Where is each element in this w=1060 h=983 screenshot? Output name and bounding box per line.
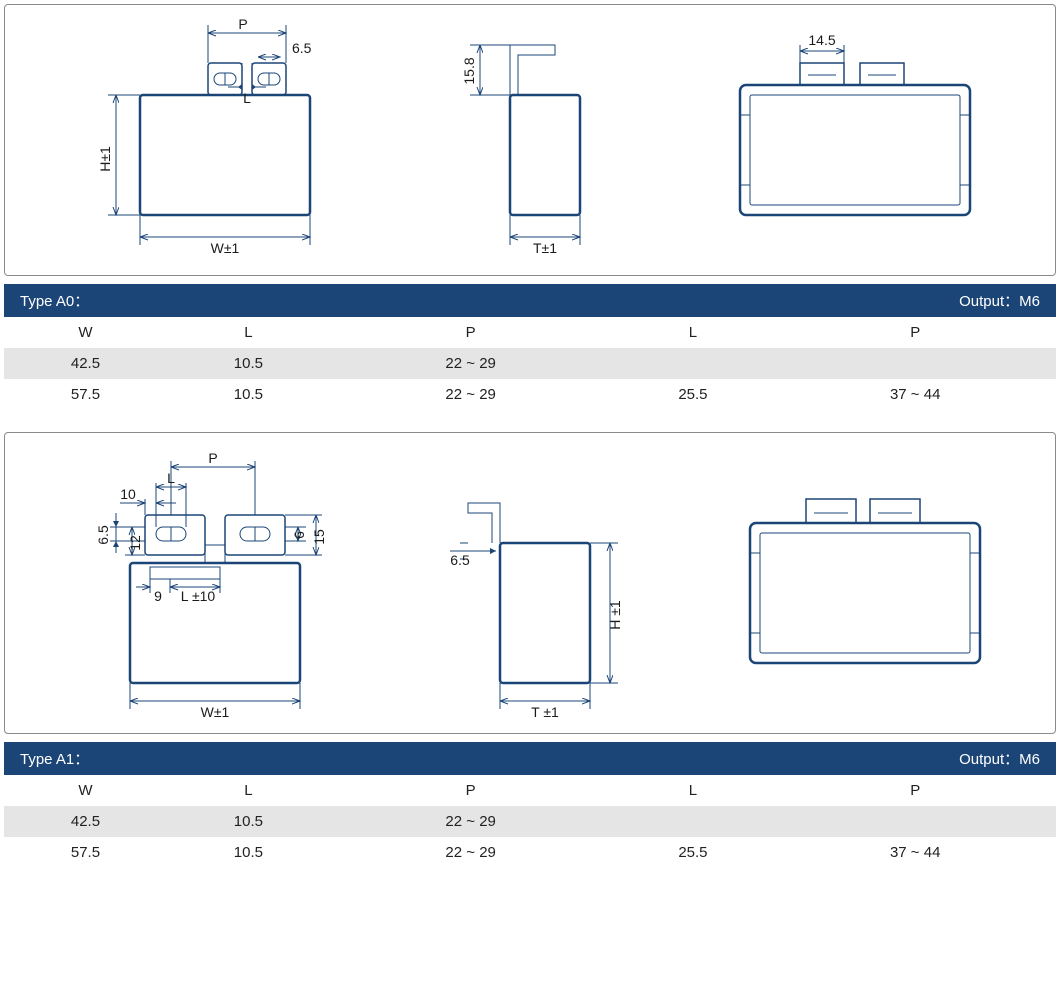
dim-6-5: 6.5: [292, 40, 312, 56]
table-cell: [774, 348, 1056, 379]
a1-dim-l: L: [167, 470, 175, 486]
bar-a0: Type A0： Output：M6: [4, 284, 1056, 317]
dim-h: H±1: [97, 146, 113, 172]
table-cell: 10.5: [167, 379, 330, 410]
table-cell: 25.5: [611, 379, 774, 410]
table-cell: 37 ~ 44: [774, 837, 1056, 868]
diagram-panel-a0: P 6.5 L H±1 W±1: [4, 4, 1056, 276]
a1-side-6-5: 6.5: [450, 552, 470, 568]
table-a0-body: 42.510.522 ~ 2957.510.522 ~ 2925.537 ~ 4…: [4, 348, 1056, 410]
table-cell: 22 ~ 29: [330, 837, 612, 868]
table-cell: 10.5: [167, 348, 330, 379]
table-cell: 25.5: [611, 837, 774, 868]
table-col: L: [611, 317, 774, 348]
table-cell: 57.5: [4, 379, 167, 410]
table-cell: 42.5: [4, 348, 167, 379]
table-cell: 22 ~ 29: [330, 348, 612, 379]
a1-dim-l10: L ±10: [181, 588, 216, 604]
output-label-a0: Output：M6: [959, 290, 1040, 311]
table-cell: 10.5: [167, 806, 330, 837]
bar-a1: Type A1： Output：M6: [4, 742, 1056, 775]
dim-p: P: [238, 16, 247, 32]
a1-side-t: T ±1: [531, 704, 559, 720]
table-col: L: [611, 775, 774, 806]
table-cell: 22 ~ 29: [330, 379, 612, 410]
a0-top-view: 14.5: [700, 15, 1000, 265]
a1-dim-6-5: 6.5: [95, 525, 111, 545]
dim-l: L: [243, 90, 251, 106]
output-label-a1: Output：M6: [959, 748, 1040, 769]
a1-side-view: 6.5 H ±1 T ±1: [400, 443, 660, 723]
table-col: L: [167, 317, 330, 348]
a0-side-view: 15.8 T±1: [410, 15, 630, 265]
dim-t: T±1: [533, 240, 557, 256]
table-cell: 22 ~ 29: [330, 806, 612, 837]
a1-dim-p: P: [208, 450, 217, 466]
table-row: 57.510.522 ~ 2925.537 ~ 44: [4, 379, 1056, 410]
table-col: P: [330, 317, 612, 348]
table-cell: [611, 806, 774, 837]
dim-w: W±1: [211, 240, 240, 256]
table-cell: 37 ~ 44: [774, 379, 1056, 410]
type-label-a1: Type A1：: [20, 748, 89, 769]
table-cell: 57.5: [4, 837, 167, 868]
a1-top-view: [710, 443, 1010, 723]
type-label-a0: Type A0：: [20, 290, 89, 311]
table-a1-head: WLPLP: [4, 775, 1056, 806]
table-col: P: [774, 317, 1056, 348]
a1-dim-15: 15: [311, 529, 327, 545]
table-cell: 42.5: [4, 806, 167, 837]
a1-dim-12: 12: [127, 535, 143, 551]
table-row: 42.510.522 ~ 29: [4, 348, 1056, 379]
table-col: P: [330, 775, 612, 806]
table-cell: 10.5: [167, 837, 330, 868]
a1-side-h: H ±1: [607, 600, 623, 630]
dim-15-8: 15.8: [461, 57, 477, 84]
a0-front-view: P 6.5 L H±1 W±1: [60, 15, 340, 265]
table-a0-head: WLPLP: [4, 317, 1056, 348]
table-col: L: [167, 775, 330, 806]
a1-dim-w: W±1: [201, 704, 230, 720]
diagram-panel-a1: P L 10 6.5 12: [4, 432, 1056, 734]
table-a1: WLPLP 42.510.522 ~ 2957.510.522 ~ 2925.5…: [4, 775, 1056, 868]
table-row: 42.510.522 ~ 29: [4, 806, 1056, 837]
a1-dim-10: 10: [120, 486, 136, 502]
table-a1-body: 42.510.522 ~ 2957.510.522 ~ 2925.537 ~ 4…: [4, 806, 1056, 868]
table-cell: [611, 348, 774, 379]
table-a0: WLPLP 42.510.522 ~ 2957.510.522 ~ 2925.5…: [4, 317, 1056, 410]
dim-14-5: 14.5: [808, 32, 835, 48]
table-cell: [774, 806, 1056, 837]
table-col: W: [4, 775, 167, 806]
a1-dim-9: 9: [154, 588, 162, 604]
table-col: W: [4, 317, 167, 348]
a1-front-view: P L 10 6.5 12: [50, 443, 350, 723]
table-col: P: [774, 775, 1056, 806]
a1-dim-6: 6: [291, 531, 307, 539]
table-row: 57.510.522 ~ 2925.537 ~ 44: [4, 837, 1056, 868]
